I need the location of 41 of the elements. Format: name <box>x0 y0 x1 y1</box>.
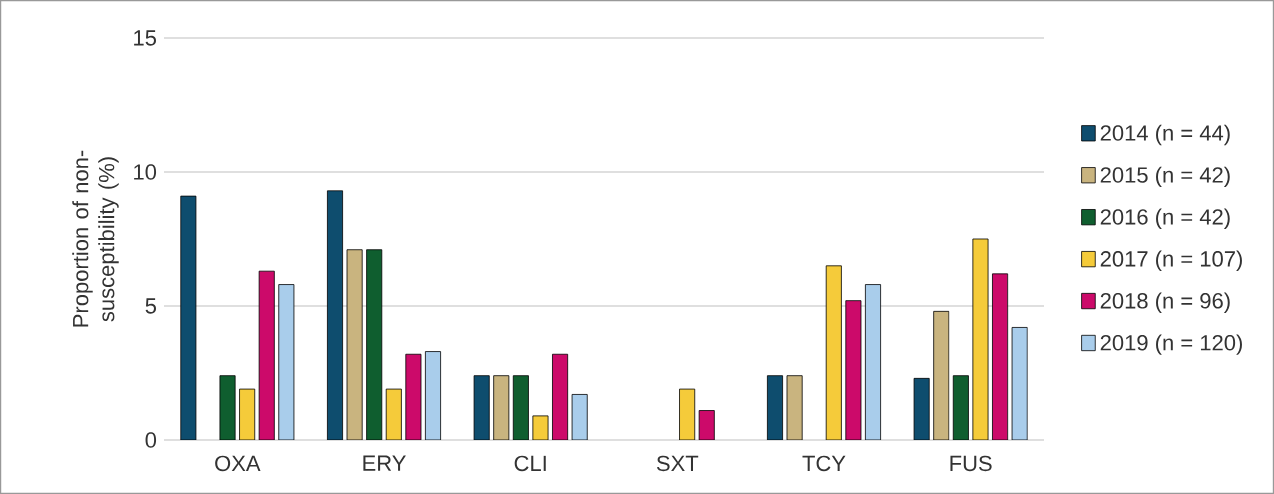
bar <box>1011 327 1028 440</box>
bar <box>405 353 422 440</box>
x-tick-label: OXA <box>215 455 261 472</box>
bar <box>512 375 529 440</box>
y-tick-label: 0 <box>145 432 157 448</box>
bar <box>473 375 490 440</box>
bar <box>327 190 343 440</box>
bar <box>825 265 842 440</box>
y-tick-label: 5 <box>145 298 156 314</box>
bar <box>258 270 275 440</box>
x-tick-label: FUS <box>950 455 992 472</box>
bar <box>425 351 441 440</box>
bar <box>346 249 363 440</box>
bar <box>552 353 569 440</box>
bar <box>952 375 969 440</box>
y-tick-label: 15 <box>134 30 156 46</box>
legend-label: 2019 (n = 120) <box>1100 334 1242 355</box>
bar <box>864 284 881 440</box>
bar <box>786 375 803 440</box>
bar <box>845 300 862 440</box>
bar <box>913 377 930 440</box>
x-tick-label: ERY <box>363 455 406 471</box>
y-tick-label: 10 <box>134 164 157 180</box>
bar <box>767 375 783 440</box>
bar <box>571 394 588 440</box>
bar <box>933 310 950 440</box>
bar <box>366 249 383 440</box>
x-tick-label: SXT <box>656 455 699 472</box>
bar <box>180 195 197 440</box>
legend-label: 2018 (n = 96) <box>1100 292 1230 313</box>
x-tick-label: TCY <box>802 455 846 472</box>
legend-label: 2017 (n = 107) <box>1100 250 1242 271</box>
y-axis-title: Proportion of non-susceptibility (%) <box>72 150 119 327</box>
x-tick-label: CLI <box>514 455 546 472</box>
bar <box>493 375 510 440</box>
bar <box>219 375 236 440</box>
legend-label: 2015 (n = 42) <box>1100 166 1230 188</box>
bar <box>992 273 1009 440</box>
legend-label: 2016 (n = 42) <box>1100 208 1230 230</box>
legend-label: 2014 (n = 44) <box>1100 124 1230 146</box>
bar <box>278 284 295 440</box>
